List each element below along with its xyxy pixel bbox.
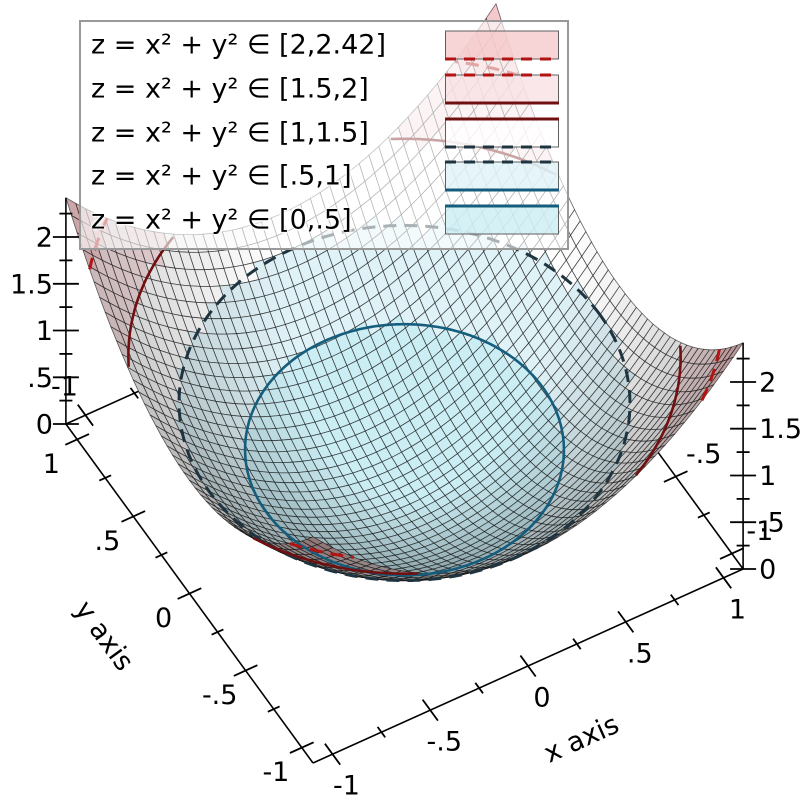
legend-row: z = x² + y² ∈ [.5,1] bbox=[81, 154, 567, 198]
legend-row: z = x² + y² ∈ [1,1.5] bbox=[81, 111, 567, 155]
legend-swatch bbox=[445, 117, 559, 149]
legend-label: z = x² + y² ∈ [.5,1] bbox=[91, 160, 352, 192]
legend-label: z = x² + y² ∈ [1,1.5] bbox=[91, 117, 369, 149]
tick-label: 1.5 bbox=[759, 414, 802, 445]
tick-label: -1 bbox=[262, 757, 289, 788]
tick bbox=[155, 551, 168, 559]
tick bbox=[474, 682, 484, 694]
legend-swatch bbox=[445, 204, 559, 235]
tick bbox=[289, 741, 314, 754]
legend-box: z = x² + y² ∈ [2,2.42] z = x² + y² ∈ [1.… bbox=[79, 20, 569, 250]
legend-row: z = x² + y² ∈ [1.5,2] bbox=[81, 67, 567, 111]
tick-label: .5 bbox=[627, 638, 653, 669]
tick-label: -1 bbox=[333, 771, 360, 802]
legend-swatch bbox=[445, 30, 559, 61]
tick bbox=[670, 594, 680, 606]
tick-label: 0 bbox=[36, 409, 53, 440]
tick bbox=[267, 705, 280, 713]
tick-label: -1 bbox=[746, 516, 773, 547]
tick bbox=[719, 547, 745, 560]
tick-label: -.5 bbox=[202, 680, 238, 711]
tick bbox=[77, 404, 94, 427]
tick bbox=[324, 743, 341, 766]
tick-label: 1 bbox=[43, 449, 60, 480]
axis-x: -1 -.5 0 .5 1 bbox=[312, 566, 746, 802]
tick-label: 1.5 bbox=[10, 269, 53, 300]
tick-label: .5 bbox=[27, 363, 53, 394]
tick-label: -1 bbox=[51, 372, 78, 403]
tick-label: 2 bbox=[36, 222, 53, 253]
tick-label: .5 bbox=[95, 526, 121, 557]
tick-label: -.5 bbox=[686, 439, 722, 470]
contour-line-z0.5 bbox=[243, 322, 566, 577]
tick bbox=[421, 699, 439, 722]
tick-label: 0 bbox=[155, 603, 172, 634]
contour-line-bottom-icon bbox=[445, 145, 559, 149]
axis-y: 1 .5 0 -.5 -1 bbox=[43, 423, 314, 788]
surface-quad bbox=[307, 536, 324, 546]
axis-z-right: 0 .5 1 1.5 2 bbox=[730, 342, 802, 585]
tick-label: 0 bbox=[759, 554, 776, 585]
contour-line-bottom-icon bbox=[445, 57, 559, 61]
contour-line-top-icon bbox=[445, 204, 559, 208]
contour-line-bottom-icon bbox=[445, 101, 559, 105]
tick bbox=[121, 510, 146, 523]
contour-line-top-icon bbox=[445, 73, 559, 77]
tick bbox=[233, 664, 258, 677]
tick bbox=[129, 387, 139, 399]
tick-label: 1 bbox=[729, 594, 746, 625]
tick-label: 2 bbox=[759, 367, 776, 398]
legend-swatch bbox=[445, 160, 559, 192]
tick bbox=[663, 470, 688, 483]
axis-title-x: x axis bbox=[539, 709, 623, 770]
tick-label: -.5 bbox=[427, 727, 463, 758]
axis-title-y: y axis bbox=[68, 595, 139, 677]
tick bbox=[376, 726, 386, 738]
legend-label: z = x² + y² ∈ [0,.5] bbox=[91, 204, 352, 236]
legend-row: z = x² + y² ∈ [0,.5] bbox=[81, 198, 567, 242]
tick bbox=[64, 433, 90, 446]
tick bbox=[697, 511, 711, 519]
tick bbox=[211, 628, 224, 636]
tick bbox=[572, 638, 582, 650]
legend-label: z = x² + y² ∈ [2,2.42] bbox=[91, 29, 386, 61]
tick bbox=[715, 566, 732, 589]
tick bbox=[519, 654, 537, 678]
tick bbox=[98, 474, 112, 482]
axes: -1-.50.511.50-.5-10.511.520.511.52 bbox=[10, 197, 802, 802]
tick-label: .5 bbox=[759, 508, 785, 539]
legend-swatch bbox=[445, 73, 559, 105]
tick-label: 1 bbox=[36, 316, 53, 347]
legend-label: z = x² + y² ∈ [1.5,2] bbox=[91, 73, 369, 105]
contour-line-top-icon bbox=[445, 117, 559, 121]
tick-label: 0 bbox=[533, 682, 550, 713]
tick-label: 1 bbox=[759, 461, 776, 492]
legend-row: z = x² + y² ∈ [2,2.42] bbox=[81, 23, 567, 67]
tick bbox=[617, 610, 635, 633]
axis-z-left: 0 .5 1 1.5 2 bbox=[10, 197, 79, 440]
contour-line-top-icon bbox=[445, 160, 559, 164]
contour-line-bottom-icon bbox=[445, 188, 559, 192]
tick bbox=[177, 587, 202, 600]
